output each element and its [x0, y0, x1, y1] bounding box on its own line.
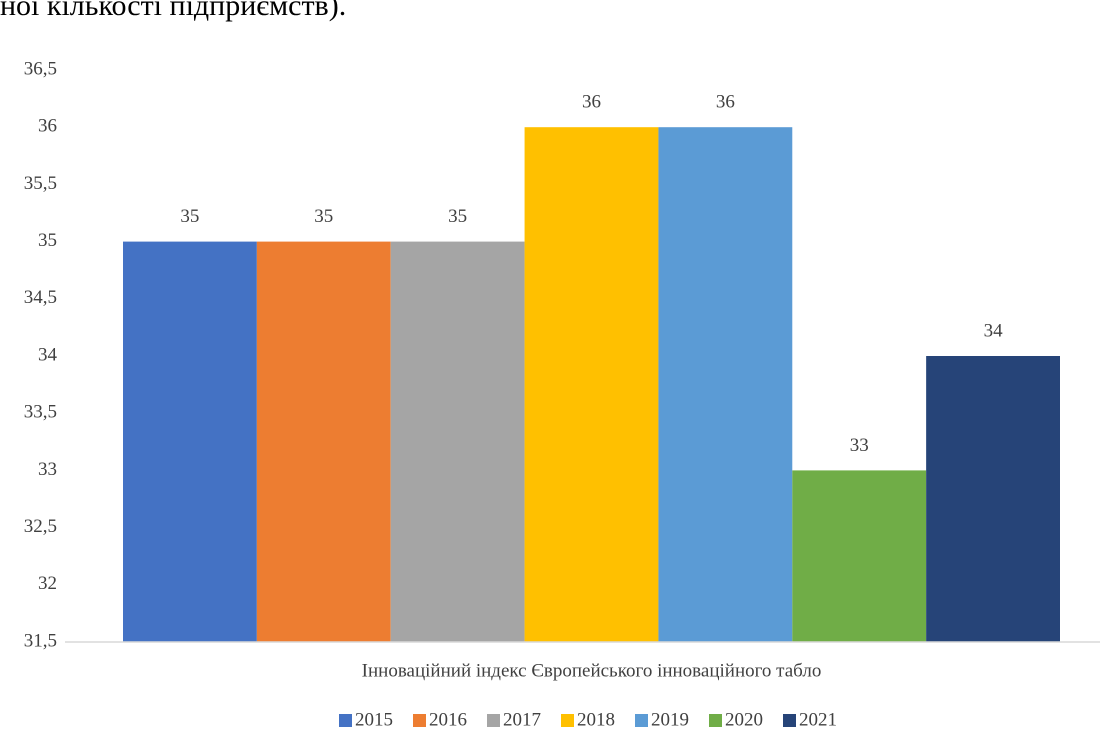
- bar: [524, 127, 659, 642]
- legend-label: 2015: [355, 709, 393, 730]
- data-label: 36: [716, 92, 735, 113]
- bar: [390, 241, 525, 642]
- y-tick-label: 34: [38, 344, 58, 365]
- bar: [256, 241, 391, 642]
- y-tick-label: 34,5: [24, 287, 57, 308]
- legend-swatch: [635, 714, 648, 727]
- legend-label: 2020: [725, 709, 763, 730]
- y-tick-label: 33: [38, 459, 57, 480]
- bar: [926, 356, 1060, 642]
- legend-swatch: [783, 714, 796, 727]
- legend-swatch: [561, 714, 574, 727]
- legend-label: 2018: [577, 709, 615, 730]
- legend-label: 2019: [651, 709, 689, 730]
- data-label: 33: [850, 435, 869, 456]
- y-tick-label: 31,5: [24, 630, 57, 651]
- bar: [792, 470, 927, 642]
- data-label: 34: [984, 320, 1004, 341]
- legend-swatch: [487, 714, 500, 727]
- legend-label: 2021: [799, 709, 837, 730]
- legend-swatch: [709, 714, 722, 727]
- data-label: 35: [448, 206, 467, 227]
- legend-label: 2017: [503, 709, 541, 730]
- legend-swatch: [339, 714, 352, 727]
- y-tick-label: 35: [38, 230, 57, 251]
- x-category-label: Інноваційний індекс Європейського іннова…: [362, 660, 822, 681]
- legend-label: 2016: [429, 709, 467, 730]
- bar: [123, 241, 257, 642]
- y-tick-label: 36,5: [24, 58, 57, 79]
- legend-swatch: [413, 714, 426, 727]
- header-text: ної кількості підприємств).: [0, 0, 346, 22]
- data-label: 36: [582, 92, 601, 113]
- y-tick-label: 32,5: [24, 516, 57, 537]
- data-label: 35: [180, 206, 199, 227]
- y-tick-label: 36: [38, 116, 57, 137]
- y-tick-label: 35,5: [24, 173, 57, 194]
- bar: [658, 127, 793, 642]
- y-tick-label: 33,5: [24, 402, 57, 423]
- y-tick-label: 32: [38, 573, 57, 594]
- data-label: 35: [314, 206, 333, 227]
